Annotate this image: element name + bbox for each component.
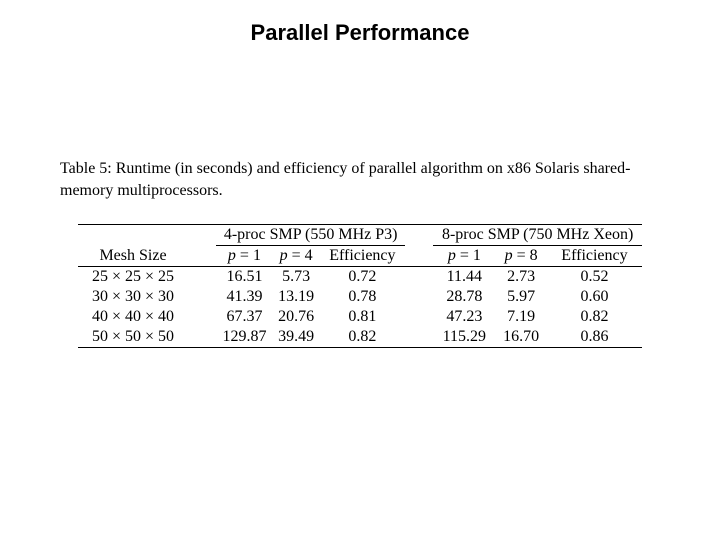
cell-b2: 7.19 [495, 307, 547, 327]
mesh-cell: 25 × 25 × 25 [78, 267, 188, 288]
col-a2: p = 4 [273, 246, 320, 267]
cell-b3: 0.86 [547, 327, 642, 348]
group-a-title: 4-proc SMP (550 MHz P3) [216, 225, 405, 246]
p-eq: = 1 [456, 247, 481, 264]
header-row-cols: Mesh Size p = 1 p = 4 Efficiency p = 1 p… [78, 246, 642, 267]
cell-b3: 0.52 [547, 267, 642, 288]
spacer [188, 225, 216, 246]
cell-a3: 0.82 [319, 327, 405, 348]
mesh-header: Mesh Size [78, 246, 188, 267]
spacer [405, 327, 433, 348]
page-title: Parallel Performance [0, 20, 720, 46]
spacer [405, 287, 433, 307]
cell-b1: 47.23 [433, 307, 495, 327]
cell-a2: 20.76 [273, 307, 320, 327]
cell-a2: 13.19 [273, 287, 320, 307]
group-b-title: 8-proc SMP (750 MHz Xeon) [433, 225, 642, 246]
table-row: 25 × 25 × 25 16.51 5.73 0.72 11.44 2.73 … [78, 267, 642, 288]
table: 4-proc SMP (550 MHz P3) 8-proc SMP (750 … [78, 224, 642, 348]
table-caption: Table 5: Runtime (in seconds) and effici… [60, 158, 660, 201]
cell-b2: 2.73 [495, 267, 547, 288]
cell-a1: 41.39 [216, 287, 273, 307]
cell-a3: 0.72 [319, 267, 405, 288]
mesh-cell: 50 × 50 × 50 [78, 327, 188, 348]
p-var: p [448, 247, 456, 264]
cell-a3: 0.81 [319, 307, 405, 327]
spacer [188, 307, 216, 327]
spacer [188, 287, 216, 307]
col-a1: p = 1 [216, 246, 273, 267]
cell-b2: 5.97 [495, 287, 547, 307]
table-row: 40 × 40 × 40 67.37 20.76 0.81 47.23 7.19… [78, 307, 642, 327]
spacer [405, 267, 433, 288]
cell-b3: 0.82 [547, 307, 642, 327]
spacer [188, 267, 216, 288]
runtime-table: 4-proc SMP (550 MHz P3) 8-proc SMP (750 … [78, 224, 642, 348]
spacer [405, 225, 433, 246]
spacer [188, 327, 216, 348]
cell-b1: 28.78 [433, 287, 495, 307]
mesh-cell: 40 × 40 × 40 [78, 307, 188, 327]
p-var: p [280, 247, 288, 264]
cell-b1: 115.29 [433, 327, 495, 348]
cell-a3: 0.78 [319, 287, 405, 307]
col-b3: Efficiency [547, 246, 642, 267]
table-row: 30 × 30 × 30 41.39 13.19 0.78 28.78 5.97… [78, 287, 642, 307]
p-var: p [505, 247, 513, 264]
header-blank [78, 225, 188, 246]
cell-a2: 39.49 [273, 327, 320, 348]
col-b1: p = 1 [433, 246, 495, 267]
p-eq: = 4 [288, 247, 313, 264]
cell-a1: 129.87 [216, 327, 273, 348]
cell-b1: 11.44 [433, 267, 495, 288]
cell-a2: 5.73 [273, 267, 320, 288]
col-a3: Efficiency [319, 246, 405, 267]
spacer [405, 307, 433, 327]
page: Parallel Performance Table 5: Runtime (i… [0, 0, 720, 540]
table-row: 50 × 50 × 50 129.87 39.49 0.82 115.29 16… [78, 327, 642, 348]
p-var: p [228, 247, 236, 264]
cell-a1: 16.51 [216, 267, 273, 288]
header-row-groups: 4-proc SMP (550 MHz P3) 8-proc SMP (750 … [78, 225, 642, 246]
cell-b2: 16.70 [495, 327, 547, 348]
mesh-cell: 30 × 30 × 30 [78, 287, 188, 307]
cell-b3: 0.60 [547, 287, 642, 307]
p-eq: = 8 [513, 247, 538, 264]
col-b2: p = 8 [495, 246, 547, 267]
p-eq: = 1 [236, 247, 261, 264]
spacer [188, 246, 216, 267]
spacer [405, 246, 433, 267]
cell-a1: 67.37 [216, 307, 273, 327]
